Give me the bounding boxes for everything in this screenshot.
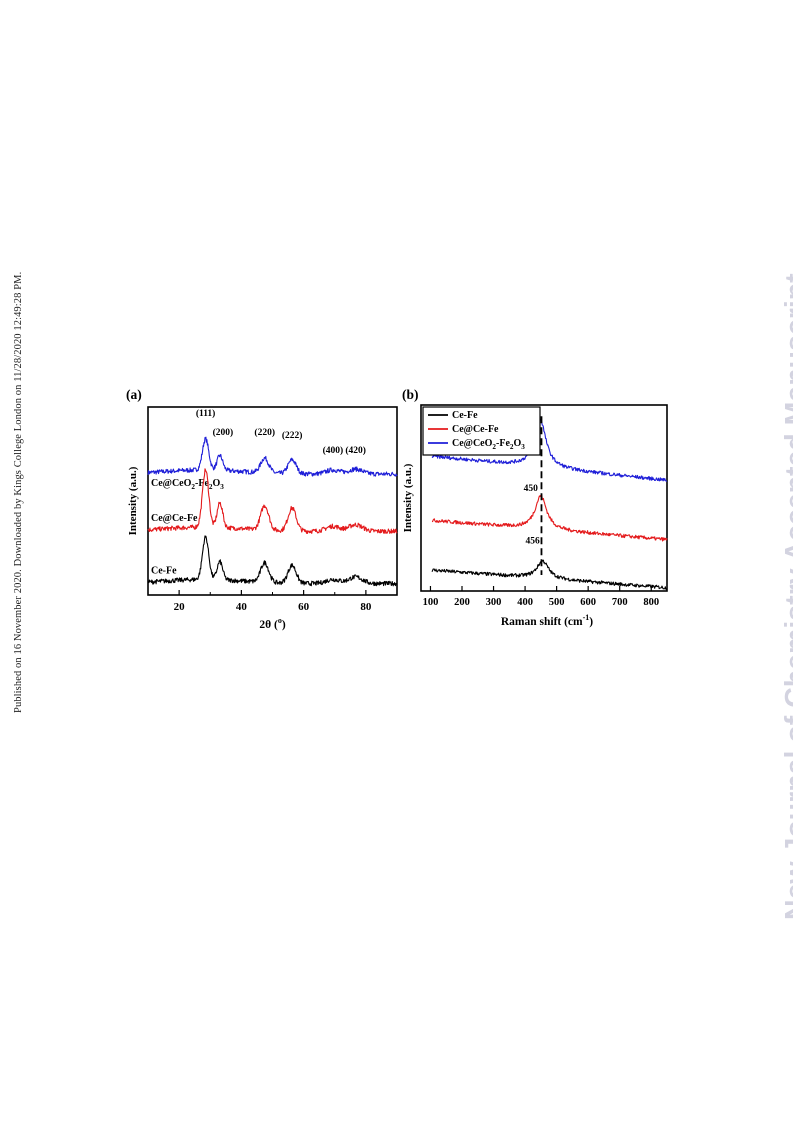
panel-a-peak-label: (200) [213, 427, 234, 438]
panel-a-series-label: Ce-Fe [151, 566, 177, 577]
panel-a-series-line [147, 535, 398, 587]
panel-b-xtick-label: 500 [549, 597, 565, 608]
panel-b-xtick-label: 200 [454, 597, 470, 608]
panel-b-legend-label: Ce-Fe [452, 410, 478, 421]
panel-a-xlabel: 2θ (o) [259, 616, 285, 631]
panel-a-xtick-label: 80 [360, 601, 372, 613]
panel-a-peak-label: (420) [345, 445, 366, 456]
panel-a-xtick-label: 40 [236, 601, 248, 613]
panel-a-peak-label: (400) [323, 445, 344, 456]
panel-b-legend-label: Ce@CeO2-Fe2O3 [452, 438, 525, 451]
panel-a-peak-label: (222) [282, 430, 303, 441]
panel-b-xtick-label: 100 [423, 597, 439, 608]
panel-b-frame [420, 404, 668, 592]
panel-a-series-line [147, 468, 398, 535]
panel-b-ylabel: Intensity (a.u.) [402, 463, 414, 532]
panel-b-xtick-label: 300 [486, 597, 502, 608]
panel-b-label: (b) [402, 387, 419, 402]
panel-a-peak-label: (111) [196, 408, 216, 419]
panel-a-label: (a) [126, 387, 142, 402]
panel-a-series-line [147, 436, 398, 477]
panel-b-series-line [431, 559, 668, 590]
panel-a-xtick-label: 20 [174, 601, 186, 613]
panel-a-series-label: Ce@CeO2-Fe2O3 [151, 478, 224, 491]
panel-b-xtick-label: 800 [643, 597, 659, 608]
panel-b-xtick-label: 700 [612, 597, 628, 608]
panel-b-legend-label: Ce@Ce-Fe [452, 424, 499, 435]
panel-b-series-line [431, 418, 668, 482]
panel-b-peak-annotation: 456 [525, 537, 540, 547]
panel-b-xtick-label: 400 [517, 597, 533, 608]
panel-a-ylabel: Intensity (a.u.) [127, 466, 139, 535]
panel-b-xtick-label: 600 [580, 597, 596, 608]
panel-b-series-line [431, 494, 668, 542]
panel-a-xtick-label: 60 [298, 601, 310, 613]
panel-a-peak-label: (220) [254, 427, 275, 438]
panel-b-peak-annotation: 450 [524, 484, 539, 494]
panel-a-series-label: Ce@Ce-Fe [151, 513, 198, 524]
panel-b-xlabel: Raman shift (cm-1) [501, 613, 593, 628]
